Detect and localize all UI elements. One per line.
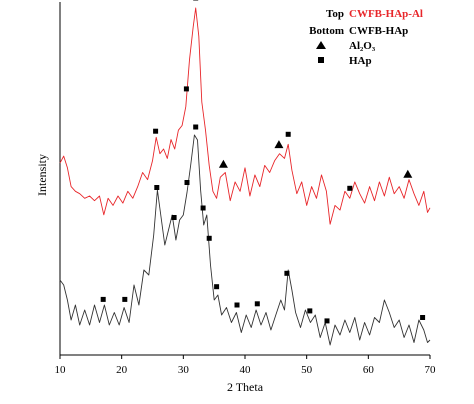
hap-peak-marker (153, 128, 159, 134)
legend-top-series-name: CWFB-HAp-Al (349, 8, 423, 20)
hap-peak-marker (100, 296, 106, 302)
x-tick-label: 50 (301, 364, 313, 376)
hap-peak-marker (254, 301, 260, 307)
x-tick-label: 60 (363, 364, 375, 376)
legend-bottom-label: Bottom (309, 25, 344, 37)
legend-top-label: Top (326, 8, 344, 20)
x-tick-label: 30 (178, 364, 190, 376)
hap-peak-marker (206, 235, 212, 241)
y-axis-title: Intensity (35, 154, 49, 196)
x-tick-label: 70 (425, 364, 437, 376)
series-line-top (59, 7, 431, 225)
hap-peak-marker (420, 315, 426, 320)
series-layer (59, 7, 431, 346)
hap-peak-marker (347, 185, 353, 191)
x-tick-label: 20 (116, 364, 128, 376)
al2o3-peak-marker (274, 140, 284, 149)
hap-peak-marker (122, 296, 128, 302)
hap-peak-marker (193, 124, 199, 130)
hap-peak-marker (285, 131, 291, 137)
series-line-bottom (59, 134, 431, 346)
hap-peak-marker (183, 86, 189, 92)
al2o3-peak-marker (403, 169, 413, 178)
hap-peak-marker (171, 215, 177, 220)
square-marker-icon (318, 57, 324, 63)
x-axis-ticks: 10 20 30 40 50 60 70 (55, 355, 437, 376)
legend-bottom-series-name: CWFB-HAp (349, 25, 408, 37)
hap-peak-marker (200, 205, 206, 211)
plot-area (59, 2, 430, 356)
legend: Top CWFB-HAp-Al Bottom CWFB-HAp Al₂O₃ HA… (309, 8, 423, 67)
legend-hap-label: HAp (349, 55, 372, 67)
al2o3-peak-marker (218, 159, 228, 168)
hap-peak-marker (154, 185, 160, 190)
hap-peak-marker (214, 284, 220, 290)
hap-peak-marker (193, 0, 199, 1)
hap-peak-marker (234, 302, 240, 308)
triangle-marker-icon (316, 41, 326, 49)
hap-peak-marker (324, 318, 330, 324)
legend-al2o3-label: Al₂O₃ (349, 40, 376, 52)
hap-peak-marker (307, 308, 313, 314)
peak-marker-layer (100, 0, 426, 324)
x-tick-label: 10 (55, 364, 67, 376)
x-tick-label: 40 (240, 364, 252, 376)
hap-peak-marker (284, 270, 290, 276)
x-axis-title: 2 Theta (227, 380, 264, 394)
hap-peak-marker (184, 180, 190, 185)
